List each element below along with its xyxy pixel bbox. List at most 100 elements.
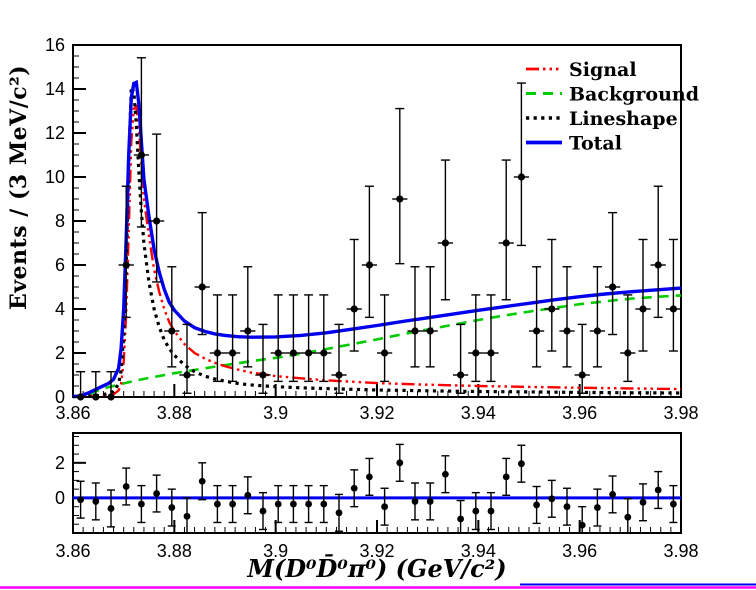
data-point [529, 266, 545, 368]
pull-point [532, 485, 541, 525]
x-tick-label: 3.98 [663, 403, 698, 423]
data-point [605, 211, 621, 336]
pull-point [319, 484, 328, 524]
data-point [194, 211, 210, 336]
x-tick-label: 3.92 [359, 541, 394, 561]
y-tick-label: 10 [45, 167, 65, 187]
data-point [149, 133, 165, 283]
signal-curve [72, 104, 682, 398]
data-point [407, 266, 423, 368]
x-tick-label: 3.96 [562, 403, 597, 423]
pull-point [228, 484, 237, 524]
pull-point [456, 499, 465, 533]
data-point [301, 294, 317, 383]
data-point [392, 107, 408, 265]
data-point [513, 82, 529, 247]
x-tick-label: 3.88 [157, 541, 192, 561]
legend-label: Total [569, 133, 622, 155]
data-point [118, 185, 134, 319]
pull-point [578, 505, 587, 533]
pull-panel-y-ticks [73, 436, 86, 525]
pull-point [639, 483, 647, 522]
data-point [209, 294, 225, 383]
data-point [331, 323, 347, 394]
y-tick-label: 16 [45, 35, 65, 55]
data-point [316, 294, 332, 383]
x-tick-label: 3.92 [359, 403, 394, 423]
legend-item-total: Total [526, 133, 622, 155]
background-curve [72, 294, 682, 399]
main-panel-x-ticks [72, 384, 682, 397]
pull-point [213, 484, 222, 524]
pull-point [623, 498, 632, 533]
pull-point [289, 484, 298, 524]
pull-point [167, 488, 176, 527]
data-point [179, 323, 195, 394]
data-point [270, 294, 286, 383]
legend-item-signal: Signal [526, 59, 637, 81]
data-point [498, 159, 514, 301]
pull-point [517, 444, 526, 483]
y-tick-label: 0 [55, 488, 65, 508]
pull-point [547, 479, 556, 518]
data-point [620, 294, 636, 383]
pull-point [563, 487, 571, 526]
legend-label: Signal [569, 59, 637, 81]
x-tick-label: 3.96 [562, 541, 597, 561]
pull-point [380, 487, 389, 526]
data-point [240, 266, 256, 368]
pull-point [198, 462, 207, 501]
pull-point [91, 482, 100, 521]
y-axis-title: Events / (3 MeV/c²) [6, 64, 32, 311]
y-tick-label: 6 [55, 255, 65, 275]
x-tick-label: 3.98 [663, 541, 698, 561]
x-tick-label: 3.9 [263, 541, 288, 561]
pull-points [76, 443, 678, 533]
data-point [285, 294, 301, 383]
pull-point [76, 480, 85, 519]
pull-point [411, 482, 419, 521]
data-point [589, 266, 605, 368]
data-point [103, 371, 119, 401]
data-point [361, 185, 377, 319]
x-tick-label: 3.88 [157, 403, 192, 423]
pull-point [183, 497, 191, 533]
y-tick-label: 12 [45, 123, 65, 143]
data-point [559, 266, 575, 368]
y-tick-label: 8 [55, 211, 65, 231]
legend-label: Background [569, 84, 699, 106]
y-tick-label: 2 [55, 343, 65, 363]
lineshape-curve [72, 81, 682, 399]
pull-point [608, 475, 617, 514]
data-point [574, 323, 590, 394]
data-point [88, 371, 104, 401]
pull-point [593, 488, 602, 527]
pull-point [654, 470, 663, 510]
data-point [377, 294, 393, 383]
legend-item-background: Background [526, 84, 699, 106]
data-point [225, 294, 241, 383]
pull-point [137, 484, 146, 524]
pull-point [259, 491, 267, 531]
pull-point [107, 489, 115, 528]
main-panel-y-ticks [73, 44, 86, 398]
pull-point [243, 476, 252, 515]
pull-point [122, 467, 131, 506]
legend-item-lineshape: Lineshape [526, 108, 678, 130]
data-point [650, 185, 666, 319]
x-tick-label: 3.86 [55, 541, 90, 561]
total-curve [72, 79, 682, 399]
x-axis-title: M(D⁰D̄⁰π⁰) (GeV/c²) [247, 554, 507, 583]
pull-point [669, 484, 678, 524]
data-point [544, 238, 560, 352]
data-point [73, 371, 89, 401]
data-point [346, 238, 362, 352]
x-tick-label: 3.94 [461, 541, 496, 561]
pull-point [441, 455, 450, 494]
x-tick-label: 3.94 [461, 403, 496, 423]
pull-panel-x-ticks [72, 520, 682, 533]
x-tick-label: 3.9 [263, 403, 288, 423]
x-tick-label: 3.86 [55, 403, 90, 423]
y-tick-label: 4 [55, 299, 65, 319]
pull-point [304, 484, 313, 524]
